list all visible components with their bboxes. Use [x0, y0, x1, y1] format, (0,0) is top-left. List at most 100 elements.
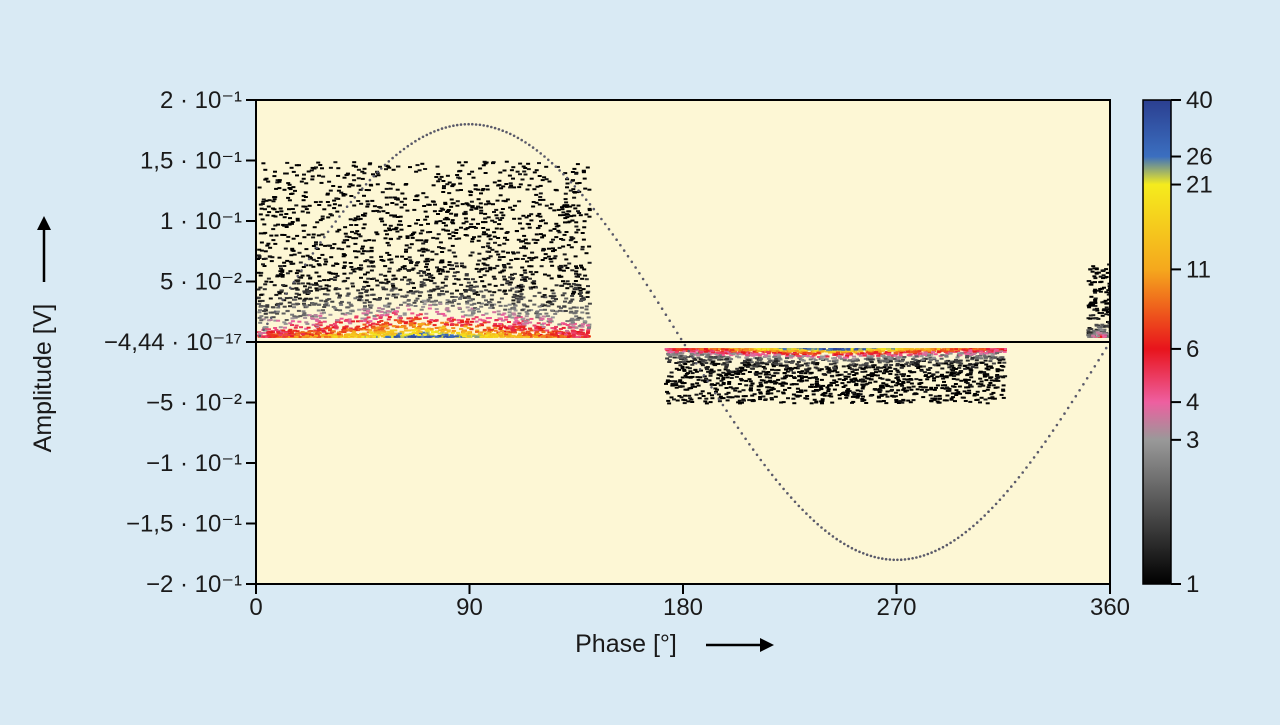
pd-pulse-mark: [426, 298, 431, 301]
pd-pulse-mark: [841, 365, 846, 368]
pd-pulse-mark: [436, 173, 441, 176]
pd-pulse-mark: [944, 350, 949, 353]
pd-pulse-mark: [517, 312, 522, 315]
pd-pulse-mark: [295, 174, 299, 177]
pd-pulse-mark: [344, 174, 349, 176]
pd-pulse-mark: [490, 219, 495, 222]
pd-pulse-mark: [743, 359, 747, 362]
pd-pulse-mark: [570, 320, 575, 323]
pd-pulse-mark: [567, 210, 572, 213]
pd-pulse-mark: [364, 313, 369, 316]
pd-pulse-mark: [402, 265, 407, 268]
pd-pulse-mark: [354, 315, 359, 318]
pd-pulse-mark: [464, 332, 469, 335]
pd-pulse-mark: [356, 289, 361, 292]
pd-pulse-mark: [811, 361, 816, 364]
pd-pulse-mark: [322, 317, 327, 319]
pd-pulse-mark: [301, 266, 306, 268]
pd-pulse-mark: [832, 388, 837, 391]
pd-pulse-mark: [876, 357, 881, 360]
pd-pulse-mark: [667, 361, 672, 363]
pd-pulse-mark: [965, 366, 970, 369]
pd-pulse-mark: [753, 372, 758, 375]
pd-pulse-mark: [388, 331, 393, 333]
pd-pulse-mark: [548, 295, 553, 298]
pd-pulse-mark: [585, 166, 590, 169]
pd-pulse-mark: [934, 386, 938, 389]
pd-pulse-mark: [993, 386, 998, 389]
pd-pulse-mark: [880, 377, 885, 380]
pd-pulse-mark: [371, 325, 376, 328]
pd-pulse-mark: [378, 317, 383, 319]
pd-pulse-mark: [837, 394, 842, 397]
pd-pulse-mark: [337, 185, 342, 188]
pd-pulse-mark: [508, 276, 513, 279]
pd-pulse-mark: [473, 280, 478, 283]
pd-pulse-mark: [543, 296, 548, 299]
pd-pulse-mark: [721, 376, 726, 379]
pd-pulse-mark: [414, 170, 419, 173]
pd-pulse-mark: [314, 241, 318, 244]
pd-pulse-mark: [338, 309, 343, 312]
pd-pulse-mark: [516, 299, 521, 302]
pd-pulse-mark: [587, 245, 592, 248]
pd-pulse-mark: [557, 323, 562, 326]
pd-pulse-mark: [263, 308, 268, 311]
pd-pulse-mark: [565, 182, 570, 185]
pd-pulse-mark: [318, 219, 323, 222]
pd-pulse-mark: [575, 288, 580, 291]
pd-pulse-mark: [352, 270, 357, 273]
pd-pulse-mark: [894, 399, 899, 401]
pd-pulse-mark: [841, 379, 846, 381]
pd-pulse-mark: [410, 268, 415, 271]
pd-pulse-mark: [318, 164, 323, 166]
pd-pulse-mark: [791, 393, 796, 396]
pd-pulse-mark: [752, 364, 757, 367]
pd-pulse-mark: [582, 320, 587, 323]
pd-pulse-mark: [402, 301, 407, 304]
pd-pulse-mark: [265, 304, 270, 307]
pd-pulse-mark: [776, 369, 781, 372]
pd-pulse-mark: [396, 165, 401, 168]
pd-pulse-mark: [351, 237, 356, 240]
pd-pulse-mark: [914, 355, 919, 358]
pd-pulse-mark: [878, 389, 883, 392]
pd-pulse-mark: [564, 205, 569, 208]
pd-pulse-mark: [568, 326, 573, 329]
pd-pulse-mark: [861, 363, 866, 366]
pd-pulse-mark: [429, 289, 434, 292]
pd-pulse-mark: [526, 318, 530, 321]
pd-pulse-mark: [543, 222, 548, 225]
pd-pulse-mark: [317, 275, 322, 278]
pd-pulse-mark: [384, 288, 389, 291]
pd-pulse-mark: [311, 233, 316, 236]
pd-pulse-mark: [922, 349, 927, 352]
pd-pulse-mark: [479, 335, 484, 338]
pd-pulse-mark: [366, 265, 371, 268]
pd-pulse-mark: [481, 294, 486, 297]
pd-pulse-mark: [947, 366, 952, 369]
pd-pulse-mark: [344, 235, 349, 238]
pd-pulse-mark: [287, 223, 292, 226]
pd-pulse-mark: [262, 288, 267, 291]
pd-pulse-mark: [311, 245, 316, 247]
pd-pulse-mark: [680, 351, 685, 354]
pd-pulse-mark: [554, 284, 559, 287]
pd-pulse-mark: [465, 285, 470, 288]
pd-pulse-mark: [778, 382, 783, 385]
pd-pulse-mark: [480, 280, 485, 283]
pd-pulse-mark: [264, 280, 269, 283]
pd-pulse-mark: [294, 164, 299, 167]
pd-pulse-mark: [570, 171, 575, 173]
pd-pulse-mark: [829, 374, 834, 377]
pd-pulse-mark: [289, 333, 294, 336]
pd-pulse-mark: [444, 321, 449, 324]
pd-pulse-mark: [909, 388, 914, 391]
pd-pulse-mark: [464, 273, 469, 276]
pd-pulse-mark: [314, 296, 319, 299]
pd-pulse-mark: [293, 189, 297, 192]
pd-pulse-mark: [287, 331, 291, 334]
pd-pulse-mark: [386, 293, 391, 296]
pd-pulse-mark: [470, 307, 475, 310]
pd-pulse-mark: [483, 203, 488, 206]
